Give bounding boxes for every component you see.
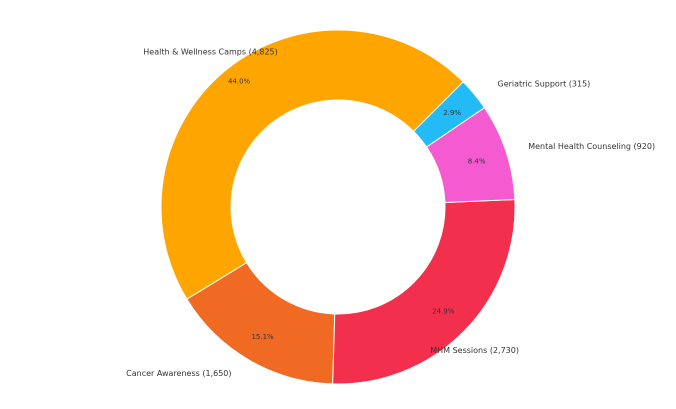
outer-label-cancer-awareness: Cancer Awareness (1,650) [126, 369, 231, 378]
slice-mhm-sessions [332, 199, 516, 385]
pct-label-mhm-sessions: 24.9% [432, 308, 455, 316]
slice-health-wellness-camps [160, 29, 464, 300]
outer-labels-group: Health & Wellness Camps (4,825) Cancer Aw… [126, 48, 655, 378]
outer-label-geriatric-support: Geriatric Support (315) [498, 79, 591, 88]
percent-labels-group: 44.0% 15.1% 24.9% 8.4% 2.9% [228, 78, 486, 342]
outer-label-health-wellness-camps: Health & Wellness Camps (4,825) [143, 48, 278, 57]
outer-label-mhm-sessions: MHM Sessions (2,730) [430, 346, 519, 355]
slices-group [160, 29, 516, 385]
pct-label-mental-health-counseling: 8.4% [468, 158, 486, 166]
pct-label-cancer-awareness: 15.1% [251, 333, 274, 341]
slice-geriatric-support [412, 81, 486, 148]
outer-label-mental-health-counseling: Mental Health Counseling (920) [528, 142, 655, 151]
pct-label-health-wellness-camps: 44.0% [228, 78, 251, 86]
pct-label-geriatric-support: 2.9% [443, 109, 461, 117]
